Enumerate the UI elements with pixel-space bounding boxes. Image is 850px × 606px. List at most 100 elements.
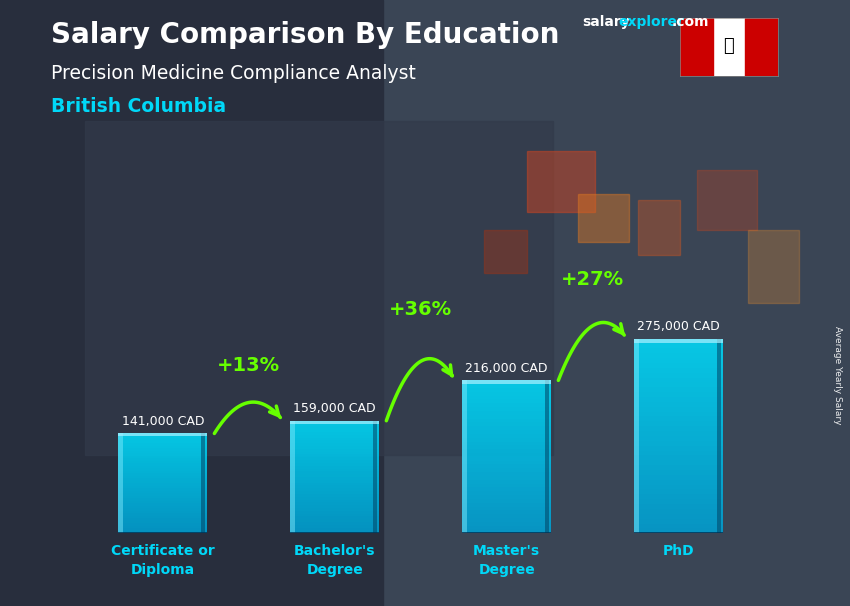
- Bar: [118, 506, 207, 508]
- Bar: [290, 468, 379, 471]
- Bar: [118, 486, 207, 488]
- Bar: [290, 516, 379, 519]
- Bar: [462, 399, 552, 404]
- Bar: [634, 499, 723, 504]
- Bar: [290, 438, 379, 441]
- Bar: [290, 435, 379, 438]
- Bar: [634, 509, 723, 514]
- Bar: [462, 381, 552, 384]
- Bar: [290, 528, 379, 530]
- Bar: [118, 451, 207, 453]
- Text: 216,000 CAD: 216,000 CAD: [466, 362, 548, 375]
- Bar: [290, 451, 379, 454]
- Bar: [290, 482, 379, 485]
- Bar: [634, 358, 723, 363]
- Bar: [634, 494, 723, 499]
- Bar: [462, 491, 552, 495]
- Bar: [118, 504, 207, 506]
- Bar: [290, 485, 379, 488]
- Bar: [290, 458, 379, 460]
- Bar: [634, 514, 723, 519]
- Bar: [634, 470, 723, 475]
- Bar: [462, 495, 552, 499]
- Bar: [462, 503, 552, 507]
- Bar: [462, 426, 552, 430]
- Bar: [118, 471, 207, 473]
- Bar: [634, 421, 723, 426]
- Bar: [290, 513, 379, 516]
- Bar: [748, 230, 799, 303]
- Bar: [462, 487, 552, 491]
- Bar: [290, 525, 379, 528]
- Bar: [462, 510, 552, 514]
- Bar: [634, 339, 723, 344]
- Text: 🍁: 🍁: [723, 37, 734, 55]
- Bar: [462, 507, 552, 510]
- Bar: [634, 382, 723, 387]
- Bar: [290, 427, 379, 429]
- Bar: [118, 468, 207, 471]
- Bar: [527, 152, 595, 212]
- Bar: [118, 524, 207, 526]
- Bar: [634, 411, 723, 416]
- Bar: [290, 421, 379, 424]
- Bar: [118, 436, 207, 439]
- Bar: [118, 446, 207, 448]
- Bar: [634, 392, 723, 397]
- Bar: [118, 493, 207, 496]
- Bar: [290, 499, 379, 502]
- Bar: [697, 170, 756, 230]
- Bar: [634, 407, 723, 411]
- Bar: [634, 441, 723, 445]
- Bar: [634, 450, 723, 456]
- Bar: [638, 200, 680, 255]
- Bar: [484, 230, 527, 273]
- Bar: [118, 488, 207, 491]
- Bar: [118, 439, 207, 441]
- Bar: [118, 496, 207, 498]
- Bar: [634, 339, 723, 344]
- Bar: [290, 429, 379, 432]
- Text: +13%: +13%: [218, 356, 280, 375]
- Bar: [118, 473, 207, 476]
- Bar: [118, 501, 207, 504]
- Bar: [717, 339, 722, 533]
- Bar: [634, 524, 723, 528]
- Bar: [118, 526, 207, 528]
- Bar: [634, 378, 723, 382]
- Bar: [462, 407, 552, 411]
- Bar: [634, 339, 639, 533]
- Bar: [118, 461, 207, 464]
- Bar: [578, 194, 629, 242]
- Bar: [201, 433, 206, 533]
- Bar: [290, 466, 379, 468]
- Bar: [462, 415, 552, 419]
- Text: explorer: explorer: [618, 15, 683, 29]
- Bar: [118, 481, 207, 484]
- Bar: [634, 531, 723, 533]
- Bar: [462, 381, 468, 533]
- Bar: [118, 478, 207, 481]
- Bar: [634, 348, 723, 353]
- Bar: [462, 411, 552, 415]
- Bar: [462, 499, 552, 503]
- Bar: [118, 528, 207, 531]
- Bar: [382, 0, 850, 606]
- Bar: [118, 433, 207, 436]
- Bar: [290, 441, 379, 443]
- Bar: [712, 18, 745, 76]
- Bar: [373, 421, 377, 533]
- Bar: [118, 521, 207, 524]
- Bar: [634, 504, 723, 509]
- Text: .com: .com: [672, 15, 709, 29]
- Bar: [290, 474, 379, 477]
- Bar: [462, 449, 552, 453]
- Bar: [118, 531, 207, 533]
- Bar: [290, 488, 379, 491]
- Bar: [290, 477, 379, 480]
- Text: 141,000 CAD: 141,000 CAD: [122, 415, 204, 428]
- Text: Salary Comparison By Education: Salary Comparison By Education: [51, 21, 559, 49]
- Bar: [634, 519, 723, 524]
- Bar: [462, 438, 552, 442]
- Bar: [462, 384, 552, 388]
